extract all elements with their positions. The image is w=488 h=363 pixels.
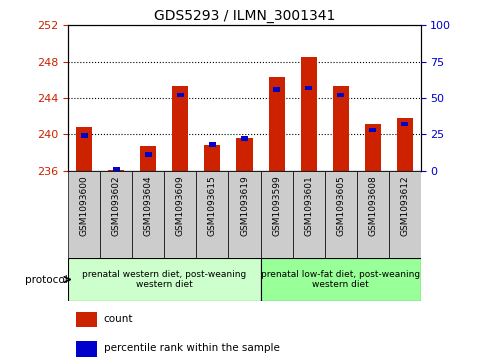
Text: GSM1093601: GSM1093601 bbox=[304, 175, 312, 236]
Bar bbox=[113, 167, 120, 171]
Bar bbox=[76, 127, 92, 171]
Bar bbox=[324, 171, 356, 258]
Bar bbox=[196, 171, 228, 258]
Bar bbox=[140, 146, 156, 171]
Text: GSM1093602: GSM1093602 bbox=[112, 175, 121, 236]
Bar bbox=[228, 171, 260, 258]
Bar bbox=[100, 171, 132, 258]
Bar bbox=[172, 86, 188, 171]
Bar bbox=[236, 138, 252, 171]
Bar bbox=[400, 122, 407, 126]
Text: GSM1093599: GSM1093599 bbox=[271, 175, 281, 236]
Bar bbox=[260, 258, 420, 301]
Bar bbox=[208, 142, 216, 147]
Bar bbox=[241, 136, 247, 141]
Bar bbox=[396, 118, 412, 171]
Bar bbox=[68, 171, 100, 258]
Bar bbox=[300, 57, 316, 171]
Bar bbox=[356, 171, 388, 258]
Bar bbox=[81, 134, 88, 138]
Text: GSM1093612: GSM1093612 bbox=[399, 175, 408, 236]
Bar bbox=[336, 93, 344, 97]
Text: prenatal low-fat diet, post-weaning
western diet: prenatal low-fat diet, post-weaning west… bbox=[261, 270, 419, 289]
Text: protocol: protocol bbox=[25, 274, 68, 285]
Text: GSM1093600: GSM1093600 bbox=[80, 175, 89, 236]
Bar bbox=[272, 87, 280, 91]
Text: GSM1093619: GSM1093619 bbox=[240, 175, 248, 236]
Bar bbox=[332, 86, 348, 171]
Text: percentile rank within the sample: percentile rank within the sample bbox=[103, 343, 279, 353]
Bar bbox=[68, 258, 260, 301]
Bar bbox=[268, 77, 284, 171]
Bar bbox=[144, 152, 152, 157]
Bar bbox=[75, 341, 97, 357]
Bar bbox=[292, 171, 324, 258]
Bar bbox=[204, 145, 220, 171]
Text: GSM1093608: GSM1093608 bbox=[367, 175, 376, 236]
Bar bbox=[132, 171, 164, 258]
Bar bbox=[364, 124, 380, 171]
Bar bbox=[305, 86, 311, 90]
Text: GSM1093604: GSM1093604 bbox=[143, 175, 153, 236]
Text: prenatal western diet, post-weaning
western diet: prenatal western diet, post-weaning west… bbox=[82, 270, 246, 289]
Bar bbox=[260, 171, 292, 258]
Text: GSM1093615: GSM1093615 bbox=[207, 175, 217, 236]
Bar bbox=[164, 171, 196, 258]
Text: GSM1093605: GSM1093605 bbox=[335, 175, 345, 236]
Text: count: count bbox=[103, 314, 133, 323]
Bar bbox=[388, 171, 420, 258]
Title: GDS5293 / ILMN_3001341: GDS5293 / ILMN_3001341 bbox=[154, 9, 334, 23]
Text: GSM1093609: GSM1093609 bbox=[176, 175, 184, 236]
Bar bbox=[108, 170, 124, 171]
Bar bbox=[177, 93, 183, 97]
Bar bbox=[368, 128, 375, 132]
Bar bbox=[75, 312, 97, 327]
